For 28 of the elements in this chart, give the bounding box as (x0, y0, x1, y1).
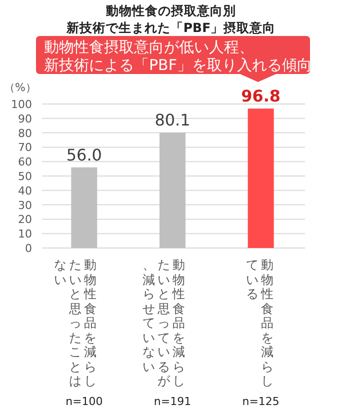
chart-subtitle: 新技術で生まれた「PBF」摂取意向 (65, 20, 276, 35)
y-tick-label: 40 (18, 184, 32, 198)
bar (71, 167, 98, 248)
y-tick-label: 50 (18, 170, 32, 183)
text: n=125 (242, 395, 280, 408)
text: n=191 (154, 395, 192, 408)
y-tick-label: 30 (18, 198, 32, 212)
bar (160, 132, 186, 248)
y-tick-label: 20 (18, 213, 32, 226)
text: 動物性食摂取意向が低い人程、 (44, 38, 254, 56)
y-axis-title: （%） (4, 81, 36, 94)
y-tick-label: 60 (18, 156, 32, 169)
y-tick-label: 100 (11, 98, 32, 111)
category-label: 動物性食品を減らしている (246, 257, 274, 388)
text: n=100 (66, 395, 103, 408)
data-label: 96.8 (241, 86, 281, 106)
bar (248, 108, 274, 248)
y-tick-label: 10 (18, 228, 32, 241)
data-label: 56.0 (66, 145, 102, 164)
category-label: 動物性食品を減らしたいと思ったことはない (54, 257, 98, 388)
y-tick-label: 90 (18, 112, 32, 126)
y-tick-label: 70 (18, 141, 32, 154)
text: 新技術による「PBF」を取り入れる傾向 (44, 56, 312, 74)
y-tick-label: 80 (18, 126, 32, 140)
y-tick-label: 0 (25, 242, 32, 255)
chart-title: 動物性食の摂取意向別 (105, 3, 236, 18)
category-label: 動物性食品を減らしたいと思っているが、減らせていない (142, 257, 186, 388)
data-label: 80.1 (154, 110, 190, 130)
